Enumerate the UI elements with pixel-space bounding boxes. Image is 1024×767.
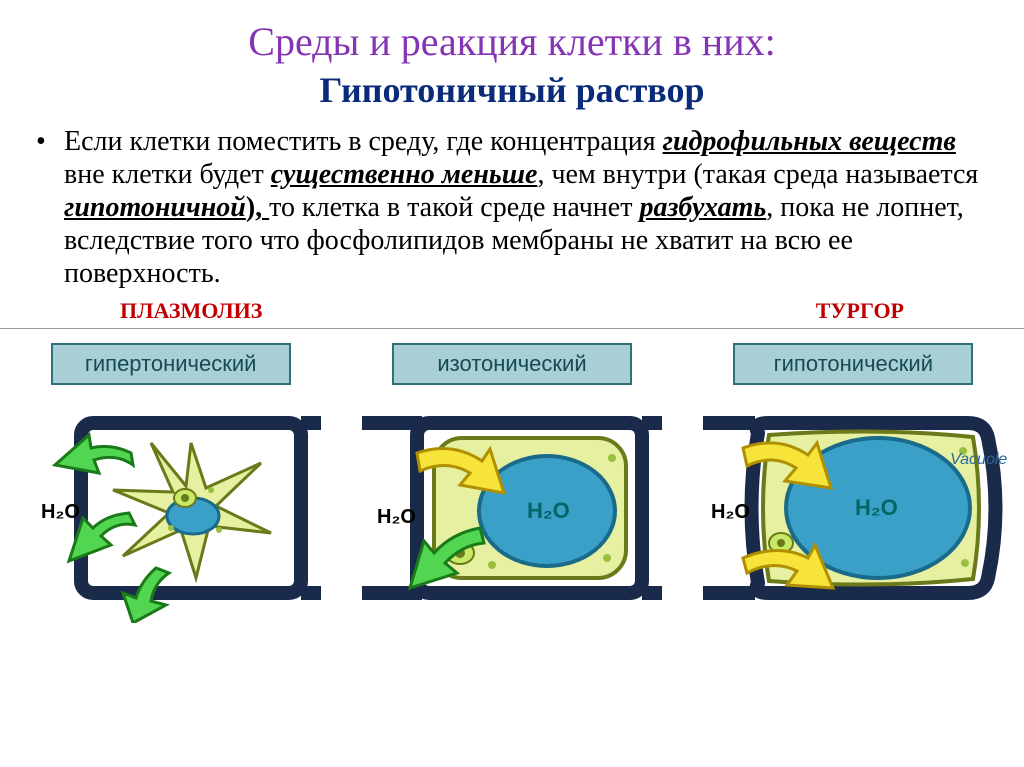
cell-stage-1: H₂O	[21, 393, 321, 623]
plasmolysis-label: ПЛАЗМОЛИЗ	[120, 298, 262, 324]
text-frag-em: разбухать	[639, 192, 766, 223]
diagram-row: гипертонический	[0, 328, 1024, 648]
cell-stage-3: H₂O H₂O Vacuole	[703, 393, 1003, 623]
cell-svg-2: H₂O H₂O	[362, 393, 662, 623]
text-frag: ),	[246, 192, 269, 223]
turgor-label: ТУРГОР	[816, 298, 904, 324]
h2o-label: H₂O	[711, 501, 750, 523]
title-block: Среды и реакция клетки в них: Гипотоничн…	[0, 0, 1024, 111]
title-line-2: Гипотоничный раствор	[0, 69, 1024, 111]
red-labels-row: ПЛАЗМОЛИЗ ТУРГОР	[0, 290, 1024, 328]
panel-hypotonic: гипотонический H₂O	[683, 329, 1024, 648]
bullet-dot: •	[36, 125, 64, 290]
text-frag: , чем внутри (такая среда называется	[537, 159, 978, 190]
body-paragraph: • Если клетки поместить в среду, где кон…	[0, 111, 1024, 290]
panel-header: изотонический	[392, 343, 632, 385]
text-frag: Если клетки поместить в среду, где конце…	[64, 126, 663, 157]
h2o-inner: H₂O	[527, 498, 570, 523]
panel-header: гипотонический	[733, 343, 973, 385]
text-frag-em: существенно меньше	[271, 159, 538, 190]
cell-svg-3: H₂O H₂O	[703, 393, 1003, 623]
cell-stage-2: H₂O H₂O	[362, 393, 662, 623]
h2o-label: H₂O	[41, 501, 80, 523]
text-frag: вне клетки будет	[64, 159, 271, 190]
h2o-label: H₂O	[377, 506, 416, 528]
vacuole-label: Vacuole	[950, 451, 1007, 469]
h2o-inner: H₂O	[855, 495, 898, 520]
title-line-1: Среды и реакция клетки в них:	[0, 18, 1024, 65]
panel-header: гипертонический	[51, 343, 291, 385]
text-frag-em: гидрофильных веществ	[663, 126, 956, 157]
text-frag: то клетка в такой среде начнет	[269, 192, 639, 223]
text-frag-em: гипотоничной	[64, 192, 246, 223]
cell-svg-1: H₂O	[21, 393, 321, 623]
paragraph-text: Если клетки поместить в среду, где конце…	[64, 125, 988, 290]
panel-hypertonic: гипертонический	[0, 329, 341, 648]
panel-isotonic: изотонический H₂O	[341, 329, 682, 648]
